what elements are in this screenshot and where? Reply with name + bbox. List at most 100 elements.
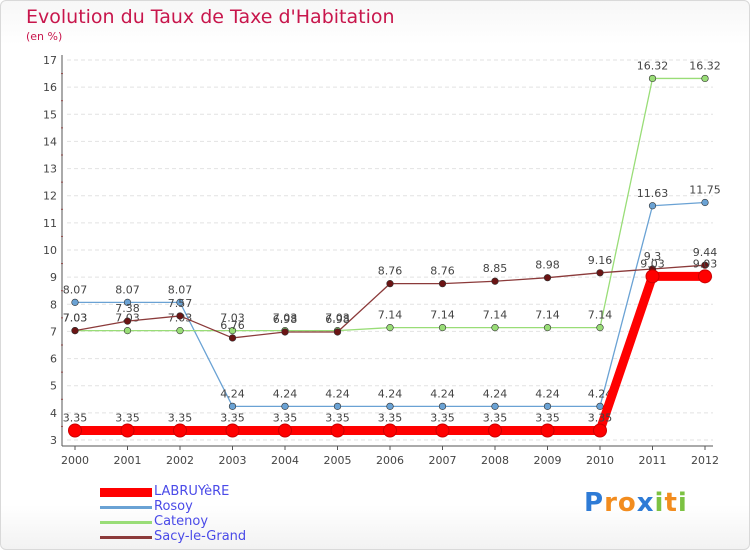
data-point (543, 402, 552, 410)
y-tick-label: 13 (43, 163, 57, 176)
data-label: 16.32 (637, 59, 669, 72)
legend-swatch (100, 521, 152, 524)
chart-subtitle: (en %) (26, 30, 63, 43)
data-point (173, 423, 187, 438)
logo-letter: i (654, 488, 665, 518)
y-tick-label: 8 (50, 298, 57, 311)
data-point (228, 327, 237, 335)
data-label: 6.98 (273, 313, 298, 326)
data-label: 4.24 (220, 387, 245, 400)
data-point (648, 202, 657, 210)
y-tick-label: 16 (43, 81, 57, 94)
data-point (543, 274, 552, 282)
data-label: 3.35 (325, 412, 350, 425)
y-tick-label: 14 (43, 135, 57, 148)
logo-letter: o (617, 488, 637, 518)
data-point (333, 402, 342, 410)
data-label: 9.16 (588, 254, 613, 267)
data-point (543, 324, 552, 332)
data-label: 11.75 (689, 184, 721, 197)
data-point (596, 269, 604, 277)
data-label: 8.85 (483, 262, 508, 275)
y-tick-label: 10 (43, 244, 57, 257)
data-label: 7.14 (535, 309, 560, 322)
data-label: 3.35 (378, 412, 403, 425)
data-point (383, 423, 397, 438)
data-point (701, 198, 709, 207)
x-tick-label: 2000 (61, 454, 89, 467)
data-point (71, 327, 79, 335)
data-point (491, 402, 499, 410)
data-point (593, 423, 607, 438)
data-label: 7.14 (430, 309, 455, 322)
data-point (540, 423, 555, 438)
x-tick-label: 2011 (639, 454, 667, 467)
data-point (435, 423, 450, 438)
data-label: 7.03 (63, 312, 88, 325)
y-tick-label: 11 (43, 217, 57, 230)
data-label: 7.03 (273, 312, 298, 325)
data-label: 3.35 (220, 412, 245, 425)
data-label: 7.03 (63, 312, 88, 325)
data-label: 3.35 (168, 412, 193, 425)
data-label: 3.35 (588, 412, 613, 425)
data-point (333, 328, 342, 336)
data-label: 3.35 (63, 412, 88, 425)
data-point (278, 423, 292, 438)
y-tick-label: 3 (50, 434, 57, 447)
logo-letter: x (636, 488, 655, 518)
data-label: 9.03 (693, 257, 718, 270)
data-label: 8.07 (168, 283, 193, 296)
data-label: 4.24 (483, 387, 508, 400)
logo-letter: i (677, 488, 688, 518)
data-label: 7.14 (483, 309, 508, 322)
data-label: 6.98 (325, 313, 350, 326)
legend-label: Catenoy (154, 514, 209, 529)
data-label: 9.03 (640, 257, 665, 270)
logo-letter: t (664, 488, 678, 518)
data-point (645, 269, 660, 284)
data-label: 4.24 (588, 387, 613, 400)
data-label: 4.24 (535, 387, 560, 400)
legend-swatch (100, 536, 152, 539)
data-point (71, 298, 79, 306)
data-label: 3.35 (273, 412, 298, 425)
data-point (438, 324, 447, 332)
y-tick-label: 7 (50, 325, 57, 338)
data-label: 4.24 (273, 387, 298, 400)
x-tick-label: 2004 (271, 454, 299, 467)
data-point (228, 334, 237, 342)
data-point (123, 317, 132, 325)
data-label: 3.35 (483, 412, 508, 425)
data-point (176, 298, 184, 306)
legend-swatch (100, 488, 152, 497)
data-label: 7.14 (588, 309, 613, 322)
legend-swatch (100, 506, 152, 509)
logo-letter: P (584, 488, 605, 518)
data-label: 3.35 (430, 412, 455, 425)
data-label: 7.03 (220, 312, 245, 325)
data-label: 3.35 (115, 412, 140, 425)
data-label: 7.57 (168, 297, 193, 310)
data-label: 6.76 (220, 319, 245, 332)
data-point (330, 423, 345, 438)
y-tick-label: 15 (43, 108, 57, 121)
data-label: 7.03 (325, 312, 350, 325)
data-point (596, 402, 604, 410)
data-point (438, 280, 447, 288)
y-tick-label: 12 (43, 190, 57, 203)
data-point (488, 423, 502, 438)
data-label: 3.35 (535, 412, 560, 425)
data-point (281, 402, 289, 410)
legend-label: Sacy-le-Grand (154, 529, 247, 544)
data-label: 4.24 (430, 387, 455, 400)
data-point (281, 328, 289, 336)
data-label: 9.3 (644, 250, 662, 263)
data-label: 8.76 (378, 265, 403, 278)
data-label: 4.24 (325, 387, 350, 400)
y-tick-label: 17 (43, 54, 57, 67)
legend-label: LABRUYèRE (154, 484, 230, 499)
data-label: 7.14 (378, 309, 403, 322)
x-tick-label: 2008 (481, 454, 509, 467)
